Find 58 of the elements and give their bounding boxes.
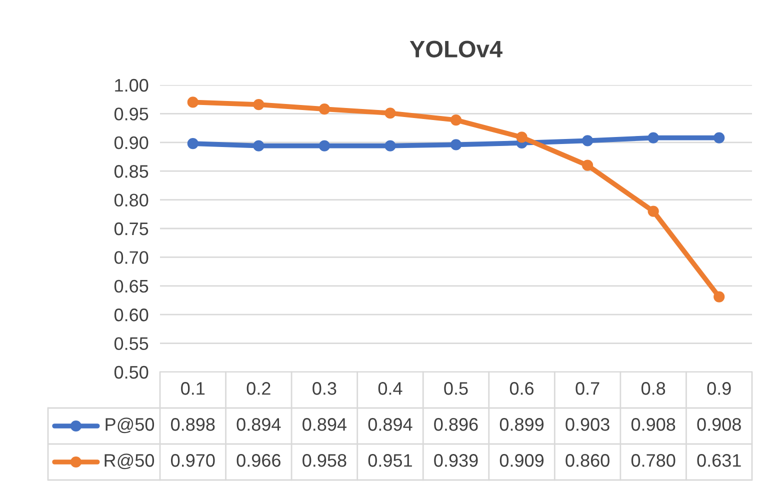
y-tick-label: 0.65 <box>114 280 148 293</box>
point <box>648 206 659 217</box>
point <box>450 139 462 150</box>
legend-label: P@50 <box>106 418 154 434</box>
y-tick-label: 0.70 <box>114 251 148 264</box>
data-label: 0.894 <box>368 418 412 431</box>
data-label: 0.899 <box>500 418 544 431</box>
x-tick-label: 0.3 <box>312 382 336 395</box>
x-tick-label: 0.1 <box>181 382 205 395</box>
point <box>384 140 396 152</box>
point <box>318 104 330 115</box>
data-label: 0.951 <box>368 454 412 467</box>
data-label: 0.903 <box>566 418 610 431</box>
data-label: 0.631 <box>697 454 741 467</box>
point <box>450 114 462 126</box>
point <box>187 138 198 150</box>
point <box>318 140 330 152</box>
chart-title: YOLOv4 <box>410 40 502 58</box>
point <box>648 132 659 144</box>
point <box>384 108 396 119</box>
point <box>714 132 725 144</box>
y-tick-label: 0.80 <box>114 194 148 207</box>
data-label: 0.966 <box>236 454 280 467</box>
point <box>714 291 725 302</box>
x-tick-label: 0.2 <box>246 382 270 395</box>
y-tick-label: 0.95 <box>114 108 148 120</box>
y-tick-label: 0.90 <box>114 136 148 150</box>
point <box>516 132 528 143</box>
y-tick-label: 0.55 <box>114 337 148 350</box>
data-label: 0.970 <box>171 454 215 467</box>
y-tick-label: 1.00 <box>115 78 148 92</box>
y-tick-label: 0.50 <box>114 366 148 379</box>
data-label: 0.908 <box>631 418 676 431</box>
data-label: 0.909 <box>500 454 544 467</box>
y-tick-label: 0.60 <box>114 308 148 322</box>
x-tick-label: 0.8 <box>641 382 666 395</box>
data-label: 0.939 <box>434 454 478 467</box>
x-tick-label: 0.6 <box>510 382 534 395</box>
point <box>253 98 264 110</box>
legend-label: R@50 <box>104 454 154 470</box>
point <box>582 160 594 171</box>
x-tick-label: 0.5 <box>444 382 468 395</box>
data-label: 0.894 <box>302 418 347 431</box>
x-tick-label: 0.7 <box>576 382 600 395</box>
point <box>253 140 264 152</box>
point <box>187 96 198 108</box>
data-label: 0.908 <box>697 418 741 431</box>
point <box>582 135 594 146</box>
x-tick-label: 0.9 <box>707 382 731 395</box>
data-label: 0.894 <box>236 418 281 431</box>
data-label: 0.896 <box>434 418 478 431</box>
x-tick-label: 0.4 <box>378 382 402 395</box>
data-label: 0.898 <box>171 418 215 431</box>
data-label: 0.780 <box>631 454 676 467</box>
y-tick-label: 0.75 <box>114 222 148 236</box>
data-label: 0.958 <box>302 454 346 467</box>
data-label: 0.860 <box>566 454 610 467</box>
y-tick-label: 0.85 <box>114 165 148 178</box>
